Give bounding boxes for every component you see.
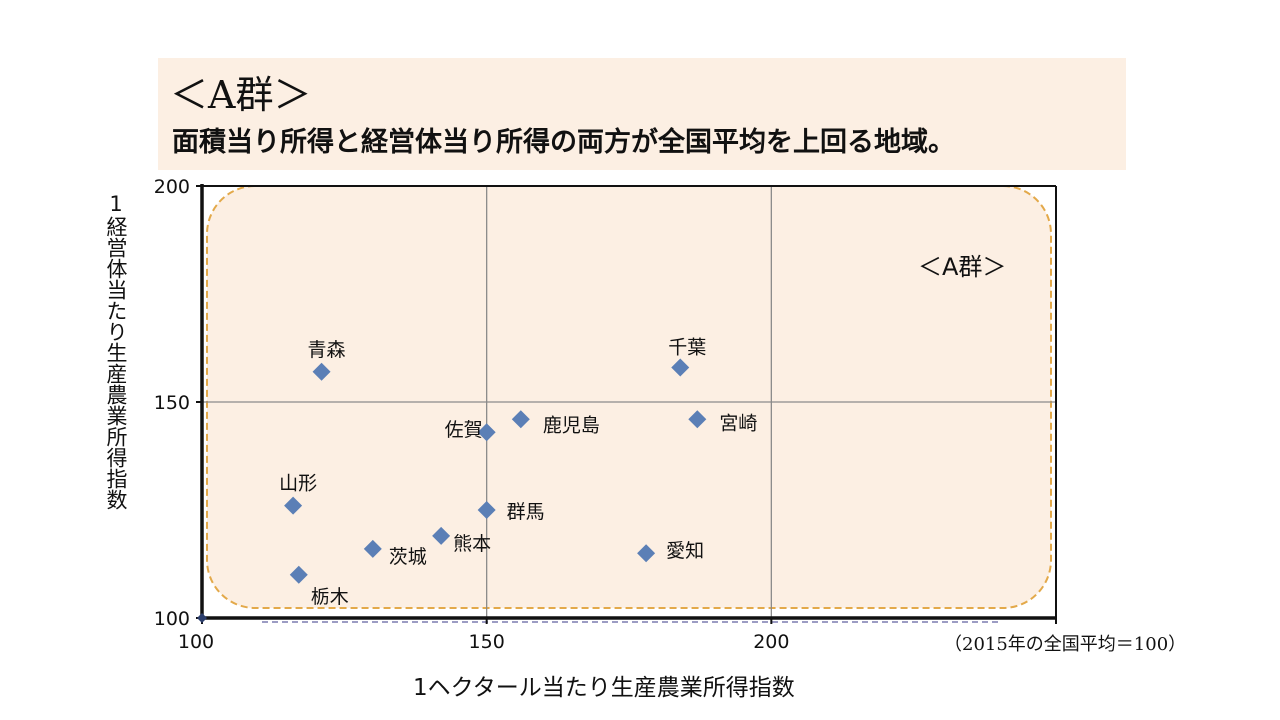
point-label: 宮崎 — [719, 412, 757, 434]
y-axis-label: 1経営体当たり生産農業所得指数 — [104, 192, 128, 510]
x-tick-label: 100 — [178, 631, 214, 653]
point-熊本 — [432, 526, 451, 545]
point-山形 — [284, 496, 303, 515]
point-label: 山形 — [279, 473, 317, 495]
point-茨城 — [363, 539, 382, 558]
point-佐賀 — [477, 423, 496, 442]
point-鹿児島 — [511, 410, 530, 429]
point-宮崎 — [688, 410, 707, 429]
point-label: 栃木 — [311, 586, 349, 608]
point-群馬 — [477, 501, 496, 519]
grid-lines — [202, 185, 1057, 623]
y-tick-label: 100 — [154, 608, 190, 630]
baseline-note: （2015年の全国平均＝100） — [944, 634, 1187, 655]
a-group-region — [206, 185, 1052, 609]
header-title: ＜A群＞ — [170, 73, 312, 117]
tick-labels: 100 150 200 100 150 200 — [154, 176, 790, 653]
point-栃木 — [289, 565, 308, 584]
point-label: 愛知 — [666, 540, 704, 562]
header-subtitle: 面積当り所得と経営体当り所得の両方が全国平均を上回る地域。 — [172, 127, 955, 158]
point-label: 熊本 — [453, 533, 491, 555]
x-tick-label: 200 — [753, 631, 789, 653]
point-label: 千葉 — [668, 336, 706, 358]
point-label: 茨城 — [389, 546, 427, 568]
region-label: ＜A群＞ — [918, 253, 1006, 281]
origin-marker — [197, 613, 207, 623]
header-box: ＜A群＞ 面積当り所得と経営体当り所得の両方が全国平均を上回る地域。 — [158, 58, 1126, 170]
point-青森 — [312, 362, 331, 381]
point-愛知 — [637, 544, 656, 563]
point-label: 青森 — [308, 339, 346, 361]
x-tick-label: 150 — [469, 631, 505, 653]
x-axis-label: 1ヘクタール当たり生産農業所得指数 — [413, 675, 795, 701]
point-千葉 — [671, 358, 690, 377]
point-label: 佐賀 — [445, 419, 483, 441]
point-label: 群馬 — [507, 501, 545, 523]
point-label: 鹿児島 — [543, 414, 600, 436]
y-tick-label: 150 — [154, 392, 190, 414]
y-tick-label: 200 — [154, 176, 190, 198]
